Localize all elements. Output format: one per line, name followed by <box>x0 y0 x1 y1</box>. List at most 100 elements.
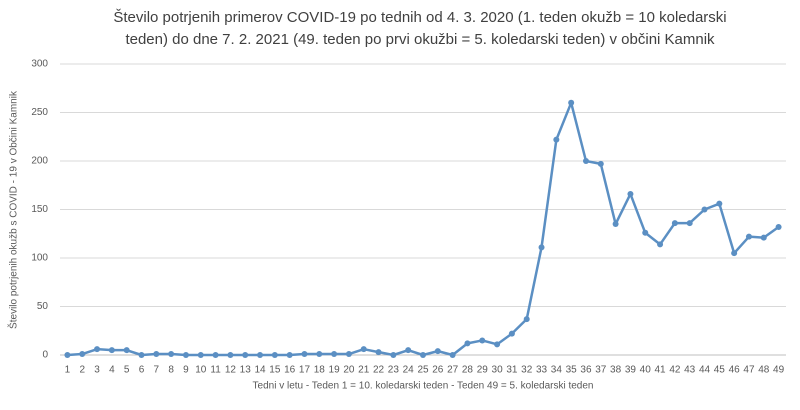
x-tick-label: 10 <box>195 365 207 376</box>
x-tick-label: 38 <box>610 365 622 376</box>
data-point <box>94 346 101 353</box>
x-tick-label: 21 <box>358 365 370 376</box>
data-point <box>138 352 145 358</box>
chart-title: teden) do dne 7. 2. 2021 (49. teden po p… <box>125 31 715 48</box>
x-tick-label: 36 <box>580 365 592 376</box>
x-tick-label: 44 <box>699 365 711 376</box>
data-point <box>701 206 708 213</box>
y-tick-label: 250 <box>31 107 48 118</box>
x-tick-label: 37 <box>595 365 607 376</box>
y-tick-label: 100 <box>31 253 48 264</box>
x-tick-label: 35 <box>566 365 578 376</box>
data-point <box>79 351 86 358</box>
data-point <box>464 340 471 347</box>
y-axis-label: Število potrjenih okužb s COVID - 19 v O… <box>7 90 20 329</box>
x-tick-label: 45 <box>714 365 726 376</box>
data-point <box>553 136 560 143</box>
data-point <box>242 352 249 358</box>
y-tick-label: 200 <box>31 156 48 167</box>
x-tick-label: 18 <box>314 365 326 376</box>
data-point <box>257 352 264 358</box>
x-tick-label: 22 <box>373 365 385 376</box>
x-tick-label: 12 <box>225 365 237 376</box>
data-point <box>316 351 323 358</box>
x-tick-label: 3 <box>94 365 100 376</box>
x-tick-label: 40 <box>640 365 652 376</box>
data-point <box>168 351 175 358</box>
x-tick-label: 20 <box>343 365 355 376</box>
x-tick-label: 33 <box>536 365 548 376</box>
data-point <box>331 351 338 358</box>
data-point <box>212 352 219 358</box>
y-tick-label: 0 <box>42 350 48 361</box>
x-tick-label: 28 <box>462 365 474 376</box>
x-tick-label: 42 <box>669 365 681 376</box>
x-tick-label: 23 <box>388 365 400 376</box>
x-tick-label: 34 <box>551 365 563 376</box>
data-point <box>227 352 234 358</box>
x-tick-label: 24 <box>403 365 415 376</box>
x-tick-label: 4 <box>109 365 115 376</box>
data-point <box>760 234 767 241</box>
data-point <box>731 250 738 257</box>
data-point <box>301 351 308 358</box>
data-point <box>390 352 397 358</box>
x-tick-label: 26 <box>432 365 444 376</box>
x-tick-label: 19 <box>329 365 341 376</box>
data-point <box>508 330 515 337</box>
x-tick-label: 13 <box>240 365 252 376</box>
data-point <box>657 241 664 248</box>
data-point <box>745 233 752 240</box>
data-point <box>182 352 189 358</box>
x-tick-label: 49 <box>773 365 785 376</box>
x-tick-label: 48 <box>758 365 770 376</box>
data-point <box>286 352 293 358</box>
x-tick-label: 9 <box>183 365 189 376</box>
series-line <box>67 101 780 357</box>
x-axis-label: Tedni v letu - Teden 1 = 10. koledarski … <box>253 381 594 392</box>
data-point <box>538 244 545 251</box>
x-tick-label: 1 <box>65 365 71 376</box>
data-point <box>375 349 382 356</box>
data-point <box>197 352 204 358</box>
data-point <box>642 229 649 236</box>
x-tick-label: 30 <box>492 365 504 376</box>
data-point <box>123 347 130 354</box>
data-point <box>64 352 71 358</box>
data-point <box>449 352 456 358</box>
x-tick-label: 2 <box>79 365 85 376</box>
x-tick-label: 15 <box>269 365 281 376</box>
data-point <box>434 348 441 355</box>
x-tick-label: 29 <box>477 365 489 376</box>
data-point <box>420 352 426 358</box>
x-tick-label: 46 <box>729 365 741 376</box>
x-tick-label: 8 <box>168 365 174 376</box>
data-point <box>271 352 278 358</box>
data-point <box>360 346 367 353</box>
data-point <box>523 316 530 323</box>
data-point <box>153 351 160 358</box>
data-point <box>494 341 501 348</box>
x-tick-label: 43 <box>684 365 696 376</box>
x-tick-label: 31 <box>506 365 518 376</box>
data-point <box>716 200 723 207</box>
x-tick-label: 25 <box>417 365 429 376</box>
data-point <box>479 337 486 344</box>
y-tick-label: 300 <box>31 59 48 70</box>
data-point <box>671 220 678 227</box>
data-point <box>405 347 412 354</box>
data-point <box>686 220 693 227</box>
x-tick-label: 14 <box>254 365 266 376</box>
data-point <box>775 223 782 230</box>
data-point <box>627 190 634 197</box>
x-tick-label: 5 <box>124 365 130 376</box>
x-tick-label: 6 <box>139 365 145 376</box>
x-tick-label: 11 <box>210 365 221 376</box>
data-point <box>345 351 352 358</box>
chart-title: Število potrjenih primerov COVID-19 po t… <box>113 9 726 26</box>
data-point <box>582 158 589 164</box>
data-point <box>568 99 575 106</box>
y-tick-label: 50 <box>37 301 49 312</box>
